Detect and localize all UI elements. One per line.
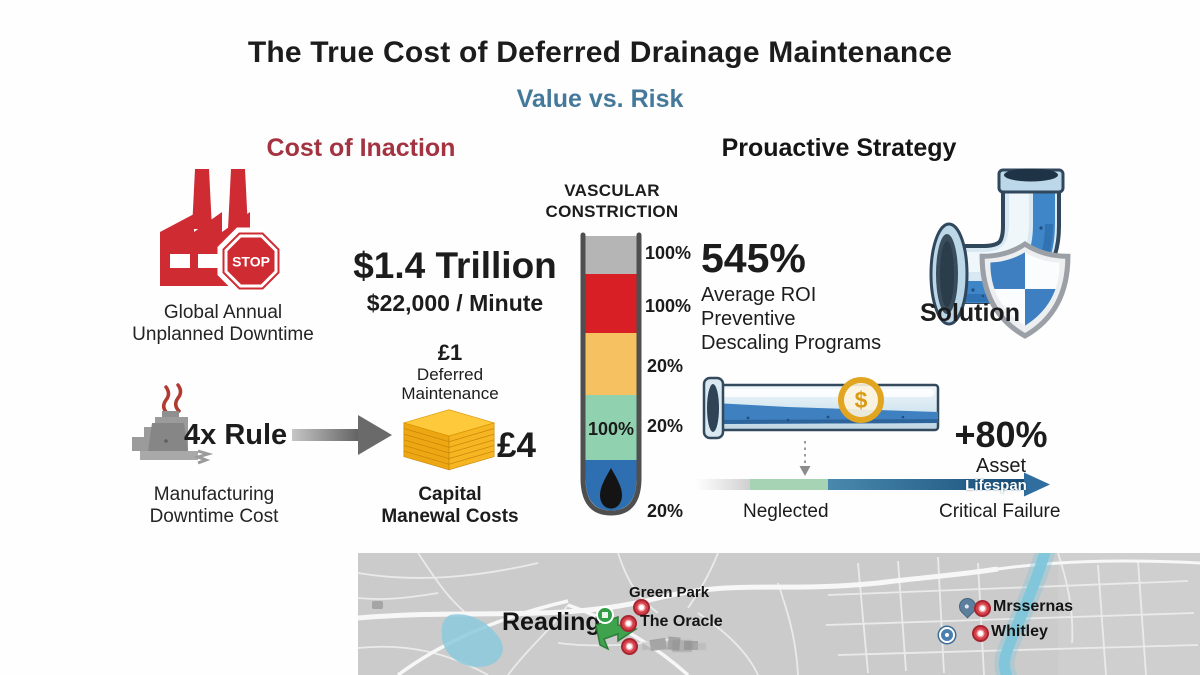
- gauge-label-0: 100%: [645, 243, 692, 263]
- page-title: The True Cost of Deferred Drainage Maint…: [247, 36, 953, 69]
- gauge-label-4: 20%: [647, 501, 684, 521]
- horizontal-pipe-icon: $: [702, 376, 940, 440]
- coin-stack-icon: [402, 409, 496, 471]
- scale-left-label: Neglected: [743, 501, 829, 522]
- per-minute-value: $22,000 / Minute: [366, 290, 544, 316]
- lifespan-value: +80%: [954, 414, 1048, 455]
- capital-caption: Capital Manewal Costs: [381, 484, 519, 527]
- manufacturing-factory-icon: [132, 383, 214, 465]
- deferred-block: £1 Deferred Maintenance: [385, 340, 515, 404]
- gauge-label-2: 20%: [647, 356, 684, 376]
- section-header-proactive-strategy: Prouactive Strategy: [721, 134, 957, 162]
- downtime-caption: Global Annual Unplanned Downtime: [132, 302, 314, 345]
- gauge-segment-red: [585, 274, 637, 333]
- map-pin-label-the-oracle: The Oracle: [640, 613, 723, 630]
- blue-circle-pin-icon: [939, 627, 955, 643]
- timeline-neglected-segment: [750, 479, 828, 490]
- roi-value: 545%: [701, 235, 806, 281]
- rule-value: 4x Rule: [184, 419, 288, 451]
- faded-map-text: [642, 640, 706, 652]
- red-pin-icon: [621, 638, 638, 655]
- roi-stat: 545% Average ROI Preventive Descaling Pr…: [701, 236, 931, 355]
- lifespan-timeline-bar: [695, 472, 1050, 497]
- red-pin-icon: [974, 600, 991, 617]
- red-pin-icon: [972, 625, 989, 642]
- timeline-arrow-label: Lifespan: [965, 477, 1027, 494]
- gauge-label-3: 20%: [647, 416, 684, 436]
- map-panel: [357, 546, 1200, 675]
- svg-text:$: $: [855, 387, 868, 413]
- map-pin-label-mrssernas: Mrssernas: [993, 598, 1074, 615]
- deferred-value: £1: [437, 340, 463, 365]
- gauge-segment-amber: [585, 333, 637, 395]
- trillion-stat: $1.4 Trillion $22,000 / Minute: [340, 246, 570, 317]
- gauge-title: VASCULAR CONSTRICTION: [545, 181, 679, 221]
- svg-text:STOP: STOP: [232, 254, 270, 270]
- map-city-label: Reading: [502, 608, 601, 636]
- red-pin-icon: [633, 599, 650, 616]
- lake: [441, 614, 503, 667]
- trillion-value: $1.4 Trillion: [353, 245, 557, 286]
- lifespan-stat: +80% Asset: [938, 416, 1064, 478]
- map-pin-label-whitley: Whitley: [991, 623, 1048, 640]
- gauge-inner-label: 100%: [587, 419, 635, 439]
- green-arrow-marker-icon: [595, 606, 638, 651]
- stop-sign-icon: STOP: [217, 227, 285, 295]
- capital-value: £4: [497, 426, 536, 465]
- red-pin-icon: [620, 615, 637, 632]
- gauge-segment-gray: [585, 236, 637, 274]
- rule-caption: Manufacturing Downtime Cost: [149, 484, 279, 527]
- gauge-label-1: 100%: [645, 296, 692, 316]
- section-header-cost-of-inaction: Cost of Inaction: [266, 134, 456, 162]
- dotted-down-arrow-icon: [799, 441, 811, 476]
- page-subtitle: Value vs. Risk: [516, 85, 684, 113]
- drop-icon: [600, 468, 622, 509]
- map-pin-label-green-park: Green Park: [629, 584, 710, 601]
- scale-right-label: Critical Failure: [939, 501, 1061, 522]
- shield-icon: [979, 241, 1071, 339]
- factory-stop-icon: STOP: [160, 169, 285, 295]
- dollar-coin-icon: $: [838, 377, 884, 423]
- solution-label: Solution: [920, 299, 1020, 327]
- river: [998, 547, 1052, 675]
- gauge-segment-teal: [585, 395, 637, 460]
- right-arrow-icon: [292, 415, 392, 455]
- test-tube-gauge-icon: [580, 232, 642, 516]
- map-background: [357, 546, 1200, 675]
